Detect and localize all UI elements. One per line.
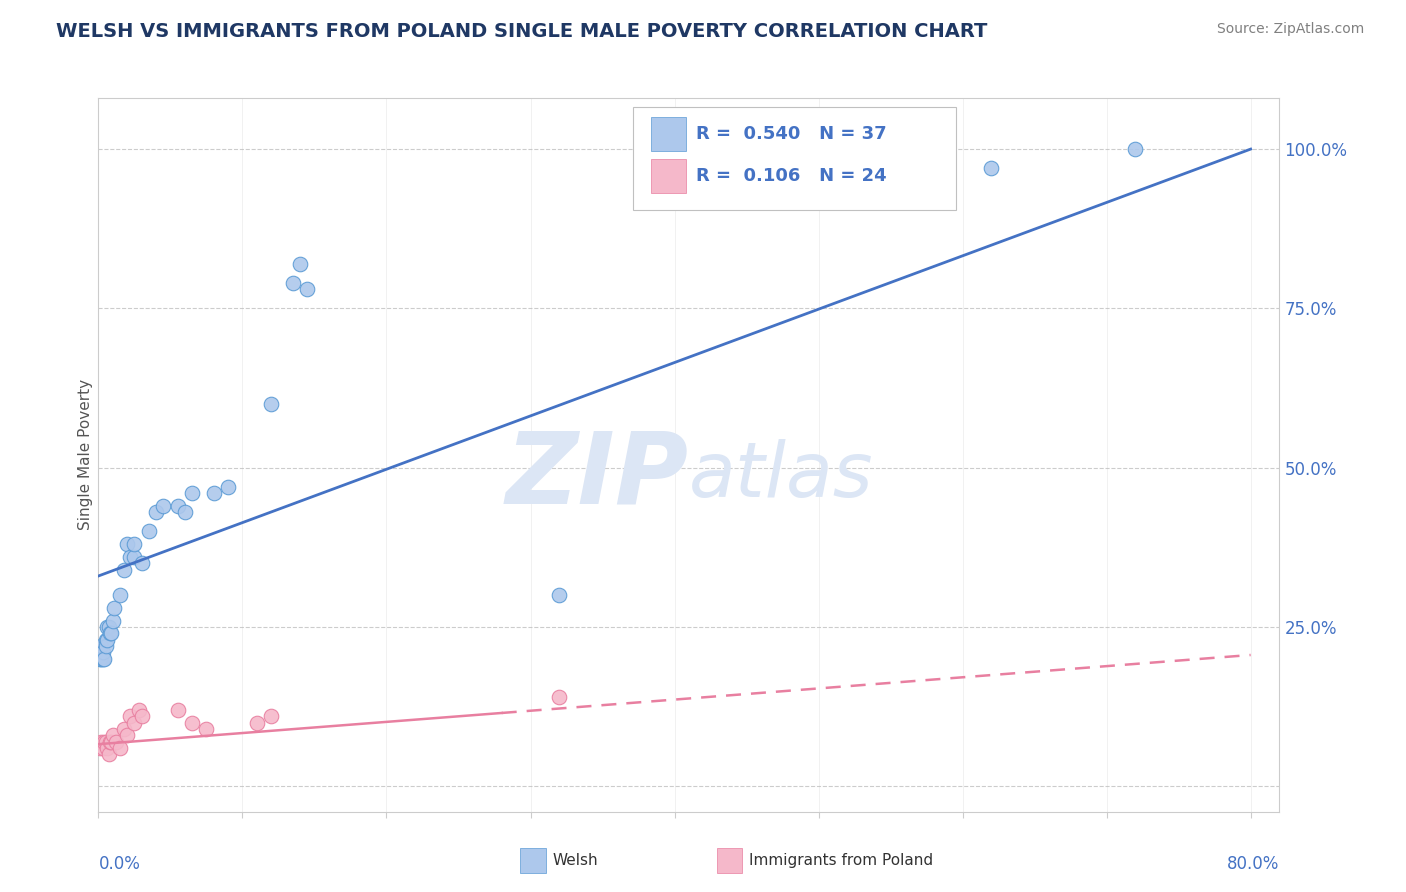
Point xyxy=(94,632,117,647)
Point xyxy=(96,741,118,756)
Point xyxy=(181,715,204,730)
Point xyxy=(246,715,269,730)
Text: WELSH VS IMMIGRANTS FROM POLAND SINGLE MALE POVERTY CORRELATION CHART: WELSH VS IMMIGRANTS FROM POLAND SINGLE M… xyxy=(56,22,987,41)
Text: Immigrants from Poland: Immigrants from Poland xyxy=(749,854,934,868)
Point xyxy=(124,715,146,730)
Point xyxy=(91,652,114,666)
Point xyxy=(181,486,204,500)
Point xyxy=(104,734,127,748)
Point xyxy=(980,161,1002,176)
Point xyxy=(131,556,153,570)
Point xyxy=(103,600,125,615)
Point xyxy=(260,709,283,723)
Point xyxy=(195,722,218,736)
Text: R =  0.540   N = 37: R = 0.540 N = 37 xyxy=(696,125,887,143)
Point xyxy=(120,549,142,564)
Point xyxy=(145,505,167,519)
Point xyxy=(115,537,138,551)
Point xyxy=(91,645,114,659)
Text: Welsh: Welsh xyxy=(553,854,598,868)
Point xyxy=(548,690,571,704)
Text: atlas: atlas xyxy=(689,440,873,513)
Point xyxy=(217,480,239,494)
Text: ZIP: ZIP xyxy=(506,428,689,524)
Point xyxy=(93,652,115,666)
Point xyxy=(128,703,150,717)
Point xyxy=(548,588,571,602)
Point xyxy=(138,524,160,539)
Point xyxy=(124,537,146,551)
Point xyxy=(89,741,111,756)
Point xyxy=(90,652,112,666)
Point xyxy=(97,620,120,634)
Point xyxy=(131,709,153,723)
Point xyxy=(108,588,131,602)
Point xyxy=(108,741,131,756)
Point xyxy=(96,620,118,634)
Point xyxy=(1125,142,1147,156)
Point xyxy=(260,397,283,411)
Point xyxy=(101,728,124,742)
Point xyxy=(166,703,188,717)
Point xyxy=(90,734,112,748)
Point xyxy=(166,499,188,513)
Point xyxy=(112,722,135,736)
Point xyxy=(115,728,138,742)
Text: 0.0%: 0.0% xyxy=(98,855,141,872)
Point xyxy=(100,626,122,640)
Point xyxy=(152,499,174,513)
Point xyxy=(90,639,112,653)
Point xyxy=(120,709,142,723)
Y-axis label: Single Male Poverty: Single Male Poverty xyxy=(77,379,93,531)
Point xyxy=(97,747,120,762)
Point xyxy=(124,549,146,564)
Point xyxy=(112,563,135,577)
Point xyxy=(94,734,117,748)
Point xyxy=(101,614,124,628)
Point xyxy=(98,734,121,748)
Text: R =  0.106   N = 24: R = 0.106 N = 24 xyxy=(696,167,887,185)
Point xyxy=(91,741,114,756)
Point xyxy=(96,632,118,647)
Point xyxy=(173,505,195,519)
Text: 80.0%: 80.0% xyxy=(1227,855,1279,872)
Point xyxy=(288,257,311,271)
Point xyxy=(297,282,319,296)
Point xyxy=(98,626,121,640)
Point xyxy=(93,734,115,748)
Point xyxy=(94,639,117,653)
Point xyxy=(281,276,304,290)
Point xyxy=(100,734,122,748)
Point xyxy=(89,652,111,666)
Point xyxy=(202,486,225,500)
Text: Source: ZipAtlas.com: Source: ZipAtlas.com xyxy=(1216,22,1364,37)
